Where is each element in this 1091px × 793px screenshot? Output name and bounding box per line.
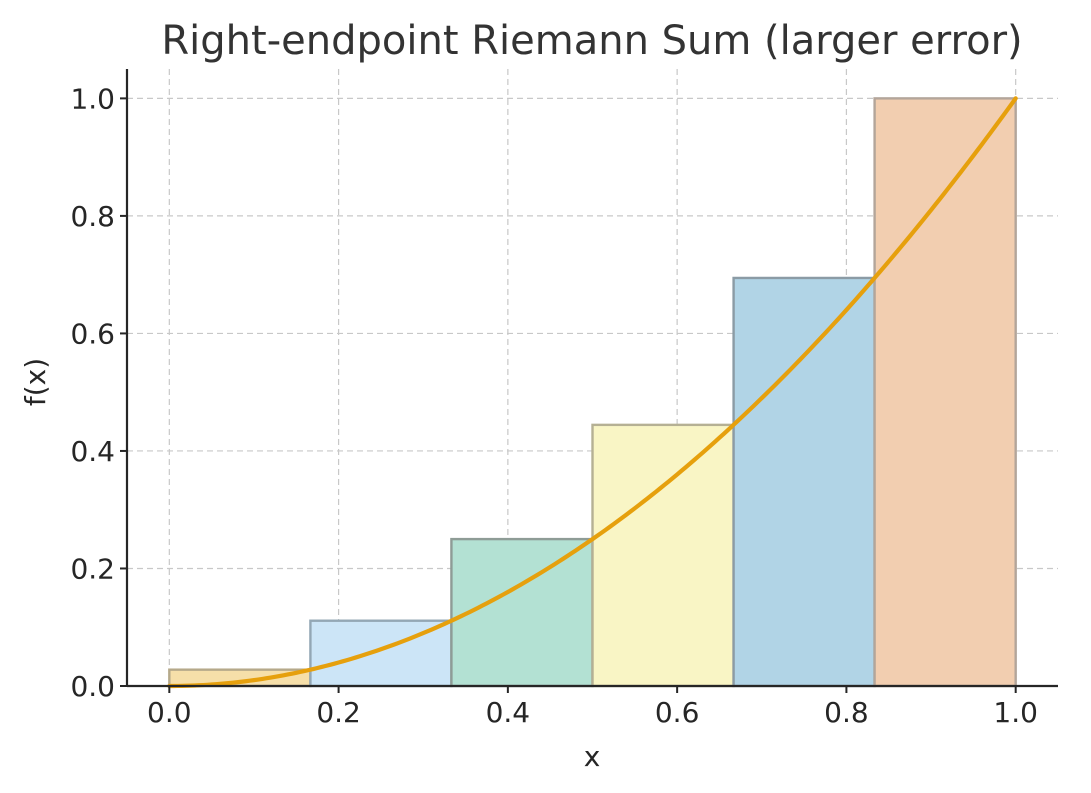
bar-6 <box>873 97 1017 688</box>
bar-4 <box>591 423 735 688</box>
axes-group <box>120 69 1058 693</box>
x-tick-label-5: 1.0 <box>993 696 1038 729</box>
y-tick-label-3: 0.6 <box>70 317 115 350</box>
x-tick-label-1: 0.2 <box>316 696 361 729</box>
curve-group <box>167 96 1018 689</box>
x-tick-label-2: 0.4 <box>486 696 531 729</box>
x-tick-label-0: 0.0 <box>147 696 192 729</box>
y-tick-label-4: 0.8 <box>70 200 115 233</box>
y-tick-label-1: 0.2 <box>70 552 115 585</box>
y-tick-label-0: 0.0 <box>70 670 115 703</box>
x-tick-label-4: 0.8 <box>824 696 869 729</box>
bar-5 <box>732 276 876 688</box>
y-tick-label-5: 1.0 <box>70 82 115 115</box>
bars-group <box>168 97 1017 688</box>
y-axis-label: f(x) <box>19 358 52 406</box>
tick-labels: 0.0 0.2 0.4 0.6 0.8 1.0 0.0 0.2 0.4 0.6 0.8 1.0 <box>70 82 1037 729</box>
x-tick-label-3: 0.6 <box>655 696 700 729</box>
x-axis-label: x <box>584 740 601 773</box>
y-tick-label-2: 0.4 <box>70 435 115 468</box>
chart-title: Right-endpoint Riemann Sum (larger error… <box>161 18 1022 64</box>
function-curve <box>167 96 1018 689</box>
